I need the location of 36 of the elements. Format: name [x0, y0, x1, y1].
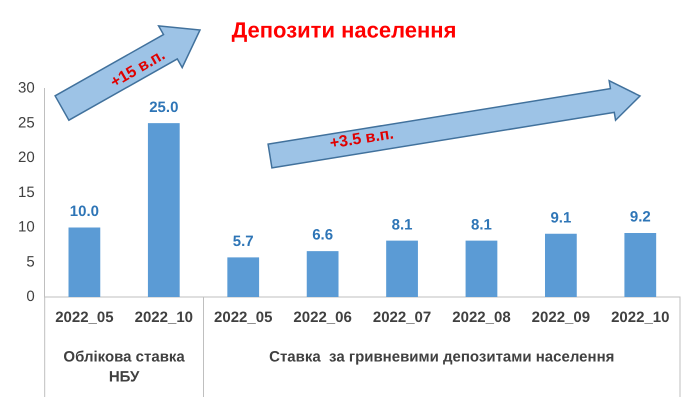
- bar: [227, 257, 260, 297]
- text: Ставка за гривневими депозитами населення: [269, 348, 614, 366]
- data-label: 8.1: [471, 216, 492, 234]
- bar: [148, 123, 180, 297]
- y-tick-label: 0: [26, 288, 35, 306]
- bar: [306, 251, 339, 297]
- data-label: 8.1: [392, 216, 412, 234]
- x-tick-label: 2022_08: [452, 309, 511, 326]
- data-label: 25.0: [149, 98, 178, 116]
- text: Облікова ставка НБУ: [63, 348, 186, 386]
- data-label: 10.0: [70, 203, 99, 220]
- y-tick-label: 5: [26, 253, 35, 270]
- annotation: +3.5 в.п.: [328, 125, 395, 152]
- x-tick-label: 2022_05: [55, 309, 114, 326]
- annotation: +15 в.п.: [108, 46, 168, 92]
- bar: [544, 234, 577, 297]
- bar: [624, 233, 656, 297]
- x-tick-label: 2022_10: [611, 309, 670, 326]
- y-tick-label: 15: [18, 184, 35, 201]
- x-tick-label: 2022_09: [532, 309, 590, 326]
- x-tick-label: 2022_06: [293, 309, 352, 326]
- y-tick-label: 25: [18, 114, 35, 132]
- data-label: 9.1: [550, 209, 572, 226]
- bar: [466, 240, 498, 297]
- bar: [386, 240, 418, 297]
- y-tick-label: 20: [18, 149, 35, 166]
- data-label: 6.6: [312, 226, 334, 244]
- chart-title: Депозити населення: [232, 17, 456, 42]
- x-tick-label: 2022_07: [372, 309, 432, 326]
- bar: [68, 227, 100, 297]
- y-tick-label: 10: [18, 218, 35, 236]
- y-tick-label: 30: [18, 80, 35, 97]
- x-tick-label: 2022_10: [134, 309, 194, 326]
- data-label: 5.7: [232, 233, 254, 250]
- data-label: 9.2: [630, 208, 651, 226]
- x-tick-label: 2022_05: [214, 309, 272, 326]
